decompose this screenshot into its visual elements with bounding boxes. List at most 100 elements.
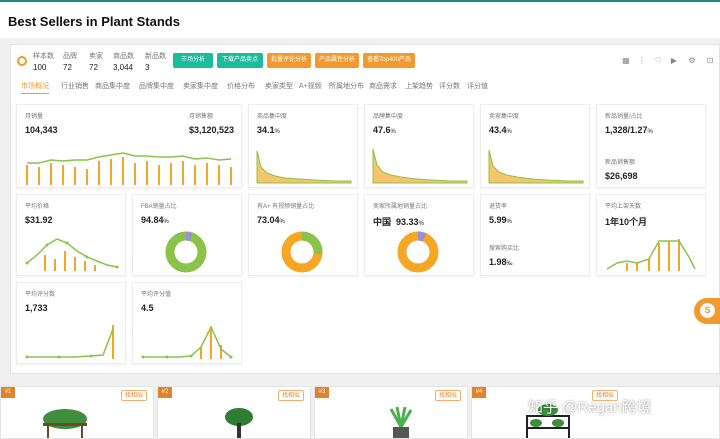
seller-region-card: 卖家所属地销量占比 中国 93.33%	[364, 194, 474, 276]
market-analysis-button[interactable]: 市场分析	[173, 53, 213, 68]
return-rate-value: 5.99%	[489, 215, 512, 225]
expand-icon[interactable]: ⊡	[706, 56, 714, 65]
tab-price-distribution[interactable]: 价格分布	[227, 83, 255, 90]
product-card[interactable]: #1 找相似	[0, 386, 154, 439]
fba-share-value: 94.84%	[141, 215, 169, 225]
seller-region-donut	[397, 231, 439, 273]
aplus-share-value: 73.04%	[257, 215, 285, 225]
monthly-sales-card: 月销量 104,343 月销售额 $3,120,523	[16, 104, 242, 188]
stat-brand-count: 品牌 72	[63, 53, 77, 72]
find-similar-button[interactable]: 找相似	[434, 390, 461, 401]
aplus-share-donut	[281, 231, 323, 273]
floating-helper-button[interactable]: S	[694, 298, 720, 324]
brand-concentration-card: 品牌集中度 47.6%	[364, 104, 474, 188]
rank-badge: #2	[158, 387, 172, 398]
product-card[interactable]: #4 找相似	[471, 386, 720, 439]
tab-product-demand[interactable]: 商品需求	[369, 83, 397, 90]
avg-price-label: 平均价格	[25, 204, 50, 210]
plant-stand-image	[225, 408, 253, 438]
avg-listing-age-card: 平均上架天数 1年10个月	[596, 194, 706, 276]
seller-region-value: 中国 93.33%	[373, 217, 424, 227]
tab-seller-concentration[interactable]: 卖家集中度	[183, 83, 218, 90]
monthly-sales-value: 104,343	[25, 125, 58, 135]
rank-badge: #1	[1, 387, 15, 398]
heart-icon[interactable]: ♡	[654, 56, 662, 65]
find-similar-button[interactable]: 找相似	[120, 390, 147, 401]
tab-product-concentration[interactable]: 商品集中度	[95, 83, 130, 90]
product-concentration-chart	[256, 150, 352, 184]
aplus-share-label: 有A+ 有视频销量占比	[257, 204, 315, 210]
new-products-revenue-label: 新品销售额	[605, 160, 636, 166]
download-selling-points-button[interactable]: 下载产品卖点	[217, 53, 263, 68]
tab-seller-type[interactable]: 卖家类型	[265, 83, 293, 90]
rating-count-chart	[25, 325, 114, 359]
avg-rating-count-label: 平均评分数	[25, 292, 56, 298]
grid-icon[interactable]: ▦	[622, 56, 630, 65]
avg-rating-card: 平均评分值 4.5	[132, 282, 242, 364]
tab-market-overview[interactable]: 市场概况	[21, 81, 49, 94]
video-icon[interactable]: ▶	[670, 56, 678, 65]
analysis-tabs: 市场概况 行业销售 商品集中度 品牌集中度 卖家集中度 价格分布 卖家类型 A+…	[17, 79, 717, 95]
fba-share-donut	[165, 231, 207, 273]
product-concentration-card: 商品集中度 34.1%	[248, 104, 358, 188]
seller-concentration-label: 卖家集中度	[489, 114, 520, 120]
new-products-label: 新品销量/占比	[605, 114, 643, 120]
new-products-revenue-value: $26,698	[605, 171, 638, 181]
sales-trend-chart	[26, 152, 232, 185]
gear-icon[interactable]: ⚙	[688, 56, 696, 65]
brand-concentration-label: 品牌集中度	[373, 114, 404, 120]
product-card[interactable]: #2 找相似	[157, 386, 311, 439]
watermark-text: 知乎 @Regan跨境	[528, 399, 652, 416]
top400-products-button[interactable]: 查看Top400产品	[363, 53, 415, 68]
tab-brand-concentration[interactable]: 品牌集中度	[139, 83, 174, 90]
brand-concentration-value: 47.6%	[373, 125, 396, 135]
stat-sample-count: 样本数 100	[33, 53, 54, 72]
tab-rating-value[interactable]: 评分值	[467, 83, 488, 90]
product-concentration-label: 商品集中度	[257, 114, 288, 120]
monthly-revenue-value: $3,120,523	[189, 125, 235, 135]
return-rate-label: 退货率	[489, 204, 508, 210]
new-products-card: 新品销量/占比 1,328/1.27% 新品销售额 $26,698	[596, 104, 706, 188]
find-similar-button[interactable]: 找相似	[592, 390, 619, 401]
avg-rating-count-card: 平均评分数 1,733	[16, 282, 126, 364]
rating-value-chart	[141, 325, 233, 359]
monthly-sales-label: 月销量	[25, 114, 44, 120]
rank-badge: #3	[315, 387, 329, 398]
seller-concentration-card: 卖家集中度 43.4%	[480, 104, 590, 188]
helper-logo-icon: S	[700, 303, 715, 318]
seller-concentration-value: 43.4%	[489, 125, 512, 135]
avg-price-card: 平均价格 $31.92	[16, 194, 126, 276]
tab-rating-count[interactable]: 评分数	[439, 83, 460, 90]
avg-price-value: $31.92	[25, 215, 53, 225]
tab-aplus-video[interactable]: A+视频	[299, 83, 322, 90]
title-bar: Best Sellers in Plant Stands	[0, 0, 720, 38]
brand-logo-icon	[17, 56, 27, 66]
tab-listing-trend[interactable]: 上架趋势	[405, 83, 433, 90]
rank-badge: #4	[472, 387, 486, 398]
attribute-analysis-button[interactable]: 产品属性分析	[315, 53, 359, 68]
avg-rating-value: 4.5	[141, 303, 154, 313]
fba-share-label: FBA销量占比	[141, 204, 177, 210]
brand-concentration-chart	[372, 148, 468, 184]
product-card[interactable]: #3 找相似	[314, 386, 468, 439]
find-similar-button[interactable]: 找相似	[277, 390, 304, 401]
seller-region-label: 卖家所属地销量占比	[373, 204, 428, 210]
tab-region-distribution[interactable]: 所属地分布	[329, 83, 364, 90]
plant-stand-image	[526, 404, 570, 438]
search-purchase-ratio-value: 1.98‰	[489, 257, 513, 267]
page-title: Best Sellers in Plant Stands	[8, 14, 180, 29]
plant-stand-image	[43, 409, 87, 438]
avg-rating-label: 平均评分值	[141, 292, 172, 298]
stat-new-count: 新品数 3	[145, 53, 166, 72]
product-strip: #1 找相似 #2 找相似 #3 找相似 #4 找相似	[0, 386, 720, 439]
fba-share-card: FBA销量占比 94.84%	[132, 194, 242, 276]
batch-review-analysis-button[interactable]: 批量评论分析	[267, 53, 311, 68]
avg-listing-age-label: 平均上架天数	[605, 204, 642, 210]
more-icon[interactable]: ⋮	[638, 56, 646, 65]
tab-industry-sales[interactable]: 行业销售	[61, 83, 89, 90]
search-purchase-ratio-label: 搜索购买比	[489, 246, 520, 252]
product-concentration-value: 34.1%	[257, 125, 280, 135]
listing-age-chart	[606, 239, 696, 271]
plant-stand-image	[389, 406, 413, 438]
avg-rating-count-value: 1,733	[25, 303, 48, 313]
